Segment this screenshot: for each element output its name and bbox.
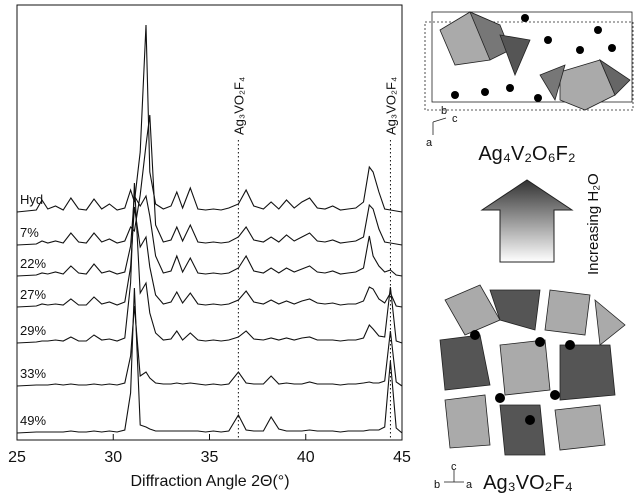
axis-letter: b xyxy=(441,105,447,117)
plot-frame xyxy=(17,5,402,440)
spectrum xyxy=(17,196,402,276)
axis-letter: b xyxy=(434,479,440,491)
axis-letter: c xyxy=(451,461,457,473)
spectrum xyxy=(17,25,402,212)
axis-letter: a xyxy=(426,137,433,149)
series-label: 7% xyxy=(20,225,39,240)
annotation: Ag₃VO₂F₄ xyxy=(383,77,398,135)
axis-letter: a xyxy=(466,479,473,491)
series-label: Hyd xyxy=(20,192,43,207)
axis-letter: c xyxy=(452,113,458,125)
figure: a b c Ag₄V₂O₆F₂ Increasing H₂O c b a Ag₃… xyxy=(0,0,636,495)
spectrum xyxy=(17,183,402,343)
series-label: 27% xyxy=(20,287,46,302)
series-label: 29% xyxy=(20,323,46,338)
bottom-structure xyxy=(440,285,625,482)
x-tick-label: 40 xyxy=(297,449,315,466)
x-tick-label: 45 xyxy=(393,449,411,466)
structure-label: Ag₄V₂O₆F₂ xyxy=(478,143,575,165)
series-label: 49% xyxy=(20,413,46,428)
spectrum xyxy=(17,115,402,245)
x-axis-label: Diffraction Angle 2Θ(°) xyxy=(130,473,289,490)
series-label: 33% xyxy=(20,366,46,381)
x-tick-label: 30 xyxy=(104,449,122,466)
series-label: 22% xyxy=(20,256,46,271)
spectrum xyxy=(17,306,402,386)
annotation: Ag₃VO₂F₄ xyxy=(231,77,246,135)
x-tick-label: 25 xyxy=(8,449,26,466)
arrow xyxy=(482,180,572,262)
x-tick-label: 35 xyxy=(201,449,219,466)
spectrum xyxy=(17,207,402,307)
arrow-label: Increasing H₂O xyxy=(585,173,602,275)
spectrum xyxy=(17,288,402,433)
structure-label: Ag₃VO₂F₄ xyxy=(483,472,573,494)
